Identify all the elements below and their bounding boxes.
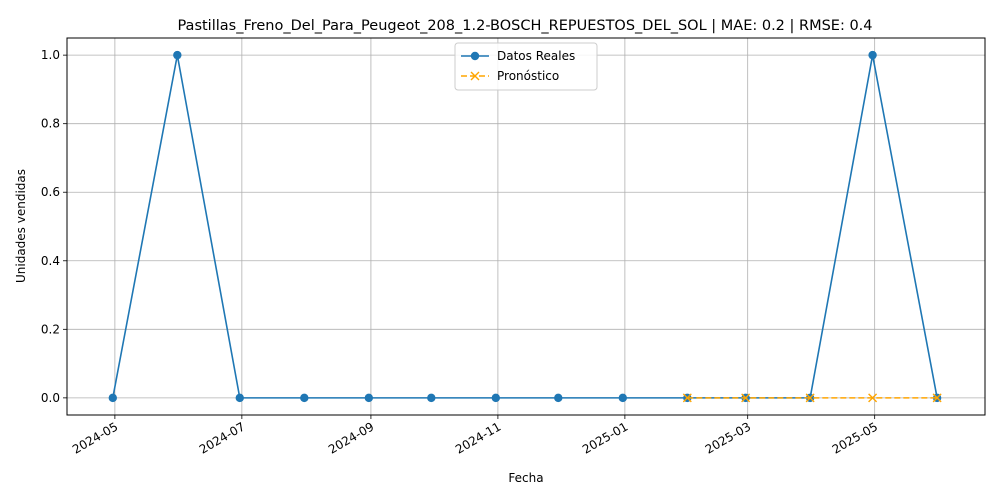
plot-frame <box>66 37 986 416</box>
legend-marker <box>470 71 480 81</box>
y-tick-label: 0.8 <box>41 117 60 131</box>
legend-label: Pronóstico <box>497 69 559 83</box>
y-tick-label: 0.4 <box>41 254 60 268</box>
data-point <box>554 393 563 403</box>
data-point <box>300 393 309 403</box>
y-axis-label: Unidades vendidas <box>14 169 28 283</box>
data-point <box>108 393 117 403</box>
x-marker-stroke <box>741 393 751 403</box>
legend: Datos Reales Pronóstico <box>454 42 598 91</box>
data-point <box>741 393 751 403</box>
data-point <box>805 393 815 403</box>
data-point <box>868 50 877 60</box>
grid <box>67 38 985 415</box>
legend-label: Datos Reales <box>497 49 575 63</box>
y-tick-label: 1.0 <box>41 48 60 62</box>
x-marker-stroke <box>932 393 942 403</box>
data-point <box>427 393 436 403</box>
data-point <box>932 393 942 403</box>
x-axis-label: Fecha <box>508 471 543 485</box>
x-marker-stroke <box>682 393 692 403</box>
data-point <box>235 393 244 403</box>
chart-title: Pastillas_Freno_Del_Para_Peugeot_208_1.2… <box>177 18 872 34</box>
data-point <box>868 393 878 403</box>
data-point <box>618 393 627 403</box>
data-point <box>364 393 374 403</box>
y-tick-label: 0.0 <box>41 391 60 405</box>
data-point <box>173 50 182 60</box>
data-point <box>682 393 692 403</box>
legend-marker <box>470 51 480 61</box>
x-marker-stroke <box>470 71 480 81</box>
data-point <box>491 393 501 403</box>
x-marker-stroke <box>868 393 878 403</box>
series-layer <box>108 50 942 403</box>
x-marker-stroke <box>805 393 815 403</box>
y-tick-label: 0.2 <box>41 322 60 336</box>
legend-box <box>454 42 598 91</box>
y-tick-label: 0.6 <box>41 185 60 199</box>
